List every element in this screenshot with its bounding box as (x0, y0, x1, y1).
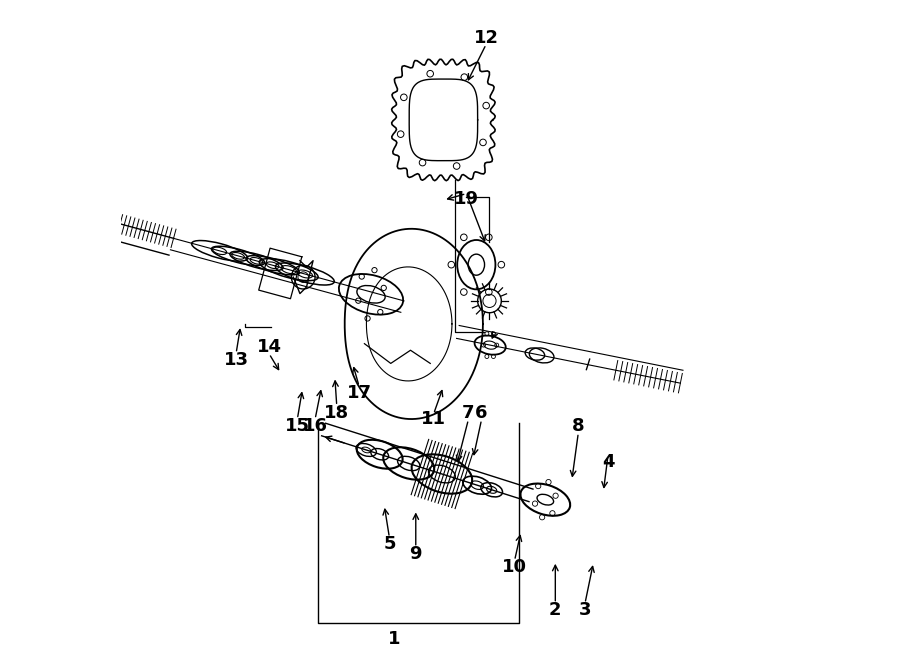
Text: 15: 15 (284, 417, 310, 435)
Text: 17: 17 (346, 384, 372, 402)
Text: 16: 16 (302, 417, 328, 435)
Text: 6: 6 (475, 404, 488, 422)
Text: 1: 1 (388, 629, 400, 648)
Text: 9: 9 (410, 545, 422, 563)
Text: 3: 3 (579, 602, 591, 619)
Text: 7: 7 (463, 404, 474, 422)
Text: 11: 11 (421, 410, 446, 428)
Text: 2: 2 (549, 602, 562, 619)
Text: 5: 5 (383, 535, 396, 553)
Text: 12: 12 (473, 28, 499, 46)
Text: 19: 19 (454, 190, 479, 208)
Text: 18: 18 (324, 404, 349, 422)
Text: 4: 4 (602, 453, 614, 471)
Text: 8: 8 (572, 417, 585, 435)
Text: 14: 14 (256, 338, 282, 356)
Text: 10: 10 (502, 559, 527, 576)
Text: 13: 13 (223, 351, 248, 369)
